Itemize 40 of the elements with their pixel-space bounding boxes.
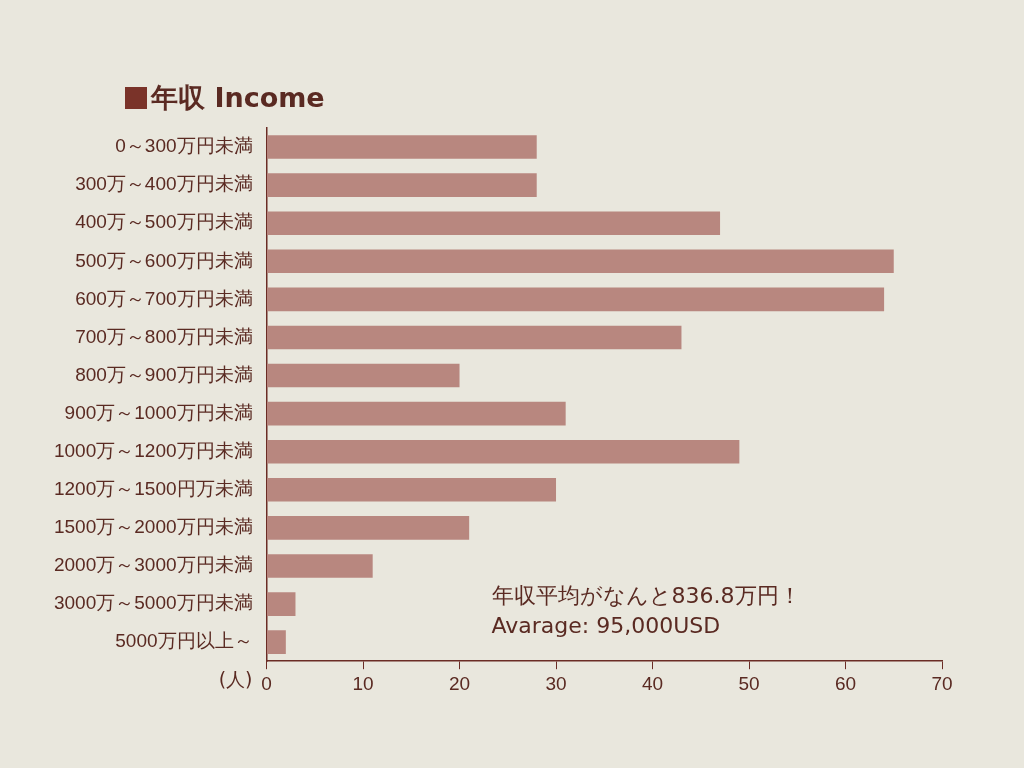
y-tick-label: 3000万～5000万円未満 <box>53 592 253 614</box>
chart-title: 年収 Income <box>151 81 325 115</box>
bar <box>267 325 682 350</box>
bar <box>267 135 537 159</box>
x-axis-title: (人) <box>218 667 253 690</box>
y-tick-label: 0～300万円未満 <box>115 135 253 157</box>
x-tick-label: 10 <box>352 672 374 694</box>
x-tick-label: 50 <box>738 672 760 694</box>
x-tick-label: 0 <box>261 672 272 694</box>
y-tick-label: 500万～600万円未満 <box>75 249 253 271</box>
y-tick-label: 800万～900万円未満 <box>75 363 253 385</box>
bar <box>267 630 286 654</box>
bar <box>267 592 296 616</box>
bar <box>267 249 894 274</box>
y-tick-label: 700万～800万円未満 <box>75 325 253 347</box>
bar <box>267 401 566 426</box>
y-tick-label: 900万～1000万円未満 <box>64 401 253 423</box>
annotation: 年収平均がなんと836.8万円！ <box>491 583 801 609</box>
x-tick-label: 40 <box>641 672 664 694</box>
y-tick-label: 2000万～3000万円未満 <box>53 554 253 576</box>
x-tick-label: 20 <box>448 672 471 694</box>
x-tick-label: 60 <box>834 672 857 694</box>
bar <box>267 173 537 197</box>
y-tick-label: 300万～400万円未満 <box>75 173 253 195</box>
y-tick-label: 1500万～2000万円未満 <box>53 516 253 538</box>
y-tick-label: 1200万～1500円万未満 <box>53 478 253 500</box>
y-tick-label: 5000万円以上～ <box>115 630 253 652</box>
bar <box>267 363 460 388</box>
bar <box>267 516 470 540</box>
bar <box>267 554 373 578</box>
bar <box>267 478 557 502</box>
bar <box>267 287 885 312</box>
y-tick-label: 400万～500万円未満 <box>75 211 253 233</box>
y-tick-label: 600万～700万円未満 <box>75 287 253 309</box>
x-tick-label: 30 <box>545 672 567 694</box>
y-tick-label: 1000万～1200万円未満 <box>53 439 253 461</box>
bar <box>267 439 740 464</box>
annotation: Avarage: 95,000USD <box>491 613 721 639</box>
x-tick-label: 70 <box>931 672 953 694</box>
bar <box>267 211 721 236</box>
